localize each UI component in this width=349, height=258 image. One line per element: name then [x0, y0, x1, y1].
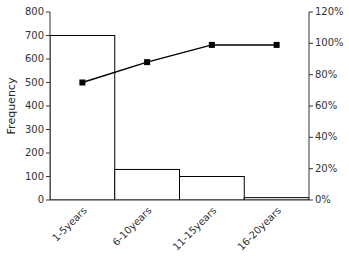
marker	[274, 42, 280, 48]
y-tick	[46, 200, 50, 201]
y-tick	[46, 59, 50, 60]
y2-tick-label: 20%	[315, 163, 337, 174]
y-tick	[46, 12, 50, 13]
bar	[115, 169, 180, 200]
y-tick-label: 200	[25, 147, 44, 158]
y2-tick-label: 60%	[315, 100, 337, 111]
y-tick-label: 700	[25, 30, 44, 41]
y-tick-label: 0	[38, 194, 44, 205]
y2-tick	[309, 12, 313, 13]
y-tick	[46, 82, 50, 83]
x-tick-label: 11-15years	[171, 205, 219, 253]
x-tick-label: 6-10years	[110, 205, 153, 248]
line	[82, 45, 276, 83]
marker	[209, 42, 215, 48]
y2-tick-label: 80%	[315, 69, 337, 80]
y2-tick	[309, 168, 313, 169]
chart: 0 100 200 300 400 500 600 700 800 0% 20% 40% 60% 80% 1…	[0, 0, 349, 258]
x-axis-line	[50, 200, 309, 201]
y2-tick-label: 0%	[315, 194, 331, 205]
y2-tick	[309, 200, 313, 201]
y-tick-label: 800	[25, 6, 44, 17]
y-tick	[46, 176, 50, 177]
y-tick	[46, 153, 50, 154]
y2-tick	[309, 106, 313, 107]
y2-tick	[309, 137, 313, 138]
bar	[50, 36, 115, 201]
y-tick-label: 400	[25, 100, 44, 111]
y2-tick	[309, 74, 313, 75]
y-tick-label: 600	[25, 53, 44, 64]
x-tick-label: 16-20years	[235, 205, 283, 253]
bar	[180, 177, 245, 201]
y-tick-label: 100	[25, 171, 44, 182]
y2-tick-label: 100%	[315, 37, 344, 48]
marker	[79, 80, 85, 86]
x-tick-label: 1-5years	[50, 205, 89, 244]
y2-tick-label: 120%	[315, 6, 344, 17]
y2-tick	[309, 43, 313, 44]
y-tick-label: 300	[25, 124, 44, 135]
marks	[50, 36, 309, 201]
y2-tick-label: 40%	[315, 131, 337, 142]
marker	[144, 59, 150, 65]
y-tick-label: 500	[25, 77, 44, 88]
y-tick	[46, 129, 50, 130]
y-tick	[46, 106, 50, 107]
y-tick	[46, 35, 50, 36]
y-axis-label: Frequency	[5, 77, 18, 134]
